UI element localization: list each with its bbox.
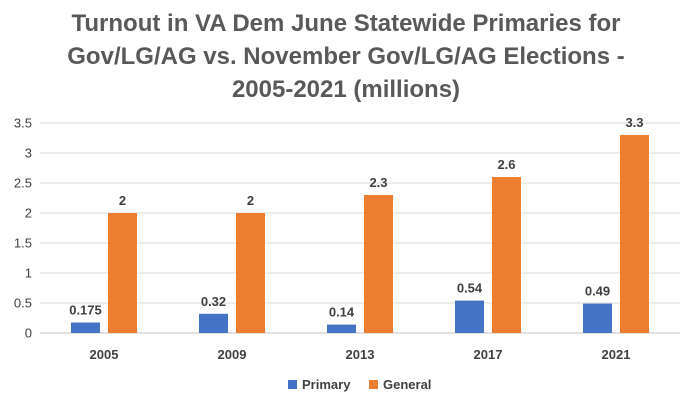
y-tick-label: 0.5	[14, 296, 32, 311]
data-label-general-2009: 2	[247, 193, 254, 208]
bar-general-2005	[108, 213, 137, 333]
gridlines	[40, 122, 680, 304]
bar-primary-2005	[71, 322, 100, 333]
x-tick-label: 2005	[90, 347, 119, 362]
x-axis-ticks: 2005 2009 2013 2017 2021	[90, 347, 631, 362]
legend-label-primary: Primary	[302, 377, 351, 392]
y-tick-label: 2.5	[14, 176, 32, 191]
bar-general-2009	[236, 213, 265, 333]
bar-general-2017	[492, 177, 521, 333]
x-tick-label: 2009	[218, 347, 247, 362]
legend-label-general: General	[383, 377, 431, 392]
chart-title: Turnout in VA Dem June Statewide Primari…	[67, 10, 624, 103]
bars	[71, 135, 649, 333]
legend: Primary General	[288, 377, 431, 392]
data-labels: 0.175 2 0.32 2 0.14 2.3 0.54 2.6 0.49 3.3	[69, 115, 643, 320]
x-tick-label: 2013	[346, 347, 375, 362]
bar-general-2021	[620, 135, 649, 333]
data-label-primary-2009: 0.32	[201, 294, 226, 309]
y-axis-ticks: 0 0.5 1 1.5 2 2.5 3 3.5	[14, 116, 32, 341]
data-label-primary-2005: 0.175	[69, 303, 102, 318]
legend-swatch-primary	[288, 380, 297, 389]
data-label-general-2021: 3.3	[625, 115, 643, 130]
data-label-general-2017: 2.6	[497, 157, 515, 172]
chart-title-line: Turnout in VA Dem June Statewide Primari…	[72, 10, 621, 37]
y-tick-label: 3.5	[14, 116, 32, 131]
data-label-general-2005: 2	[119, 193, 126, 208]
x-tick-label: 2021	[602, 347, 631, 362]
chart-title-line: Gov/LG/AG vs. November Gov/LG/AG Electio…	[67, 43, 624, 70]
x-tick-label: 2017	[474, 347, 503, 362]
bar-primary-2021	[583, 303, 612, 333]
y-tick-label: 3	[25, 146, 32, 161]
y-tick-label: 2	[25, 206, 32, 221]
data-label-primary-2021: 0.49	[585, 284, 610, 299]
bar-general-2013	[364, 195, 393, 333]
bar-primary-2009	[199, 313, 228, 333]
bar-primary-2017	[455, 300, 484, 333]
y-tick-label: 1.5	[14, 236, 32, 251]
data-label-general-2013: 2.3	[369, 175, 387, 190]
y-tick-label: 1	[25, 266, 32, 281]
chart-title-line: 2005-2021 (millions)	[232, 76, 460, 103]
legend-swatch-general	[369, 380, 378, 389]
data-label-primary-2013: 0.14	[329, 305, 355, 320]
data-label-primary-2017: 0.54	[457, 281, 483, 296]
bar-primary-2013	[327, 324, 356, 333]
y-tick-label: 0	[25, 326, 32, 341]
